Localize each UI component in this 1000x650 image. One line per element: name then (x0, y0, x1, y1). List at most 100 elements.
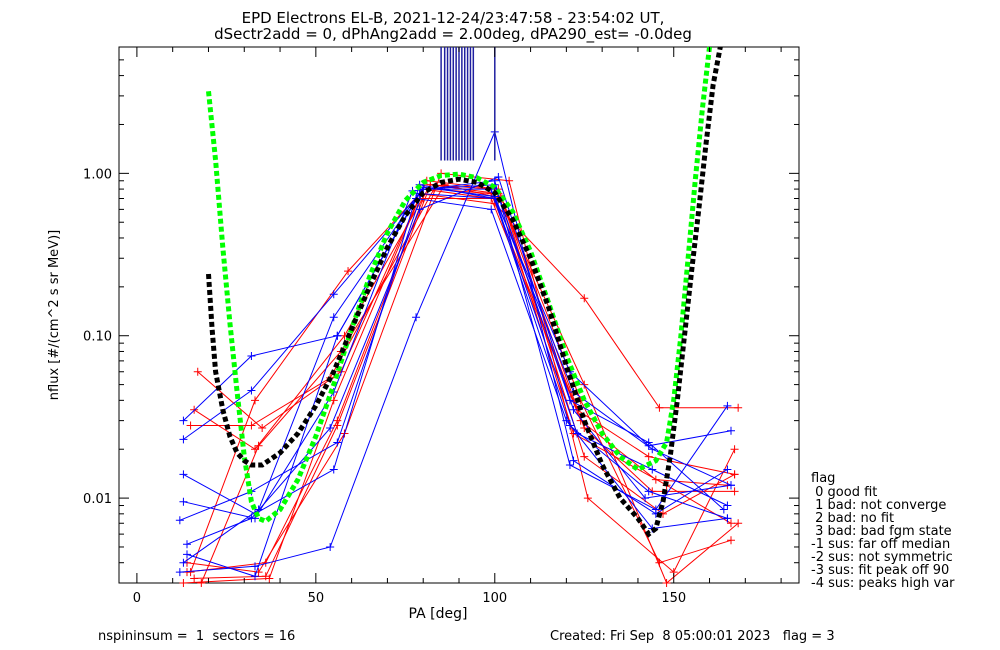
legend-entry-2: 2 bad: no fit (811, 511, 894, 526)
data-point (179, 470, 188, 479)
data-point (662, 579, 671, 587)
x-tick-label: 50 (308, 591, 325, 606)
data-point (247, 352, 256, 361)
data-point (251, 396, 259, 405)
footer-left: nspininsum = 1 sectors = 16 (98, 629, 295, 644)
data-point (254, 441, 263, 450)
data-point (247, 421, 256, 430)
y-tick-label: 0.10 (83, 330, 112, 345)
legend-entry-1: 1 bad: not converge (811, 498, 946, 513)
series-line (190, 188, 735, 475)
x-tick-label: 0 (133, 591, 141, 606)
data-point (641, 494, 650, 503)
data-point (175, 516, 184, 525)
legend-entry-3: 3 bad: bad fgm state (811, 524, 952, 539)
data-point (727, 536, 735, 545)
series-line (183, 180, 728, 519)
data-point (723, 465, 732, 474)
data-point (569, 456, 578, 465)
series-line (186, 176, 732, 545)
series-line (186, 172, 736, 573)
data-point (251, 572, 259, 581)
data-point (644, 487, 653, 496)
data-point (179, 579, 188, 587)
data-point (179, 435, 188, 444)
legend-entry-0: 0 good fit (811, 485, 877, 500)
data-point (565, 421, 574, 430)
data-point (655, 403, 664, 412)
data-point (329, 465, 338, 474)
data-point (329, 396, 338, 405)
data-point (734, 519, 743, 528)
data-point (580, 452, 589, 461)
series-0 (190, 180, 743, 587)
data-point (333, 438, 342, 447)
data-point (179, 558, 188, 567)
data-point (565, 460, 574, 469)
legend-entry-7: -4 sus: peaks high var (811, 576, 955, 591)
data-series (175, 127, 743, 587)
data-point (329, 290, 338, 299)
data-point (583, 494, 592, 503)
data-point (580, 294, 589, 303)
series-5 (186, 189, 743, 577)
series-9 (179, 176, 732, 523)
series-line (186, 197, 728, 577)
data-point (179, 416, 188, 425)
data-point (494, 172, 503, 181)
y-axis-label: nflux [#/(cm^2 s sr MeV)] (47, 230, 62, 400)
x-tick-label: 150 (661, 591, 686, 606)
data-point (415, 205, 424, 214)
data-point (265, 574, 274, 583)
data-point (727, 426, 735, 435)
data-point (175, 568, 184, 577)
series-14 (183, 172, 735, 549)
legend-entry-6: -3 sus: fit peak off 90 (811, 563, 949, 578)
series-10 (179, 189, 735, 450)
series-7 (179, 185, 732, 587)
data-point (183, 540, 191, 549)
series-2 (186, 185, 739, 479)
data-point (329, 313, 338, 322)
data-point (569, 405, 578, 414)
data-point (193, 367, 202, 376)
data-point (190, 574, 199, 583)
data-point (648, 445, 657, 454)
series-line (179, 188, 728, 521)
series-line (186, 198, 732, 573)
fit-curve-0 (206, 46, 712, 525)
series-line (183, 184, 725, 510)
series-6 (190, 180, 735, 583)
data-point (333, 331, 342, 340)
data-point (333, 421, 342, 430)
peak-markers (440, 47, 496, 161)
data-point (562, 416, 571, 425)
data-point (723, 501, 732, 510)
x-tick-label: 100 (482, 591, 507, 606)
data-point (251, 562, 259, 571)
data-point (730, 487, 739, 496)
legend: flag 0 good fit 1 bad: not converge 2 ba… (811, 471, 955, 591)
data-point (648, 465, 657, 474)
data-point (326, 424, 335, 433)
series-line (200, 184, 735, 584)
series-line (183, 186, 732, 564)
data-point (723, 514, 732, 523)
axes: 0 50 100 150 0.01 0.10 1.00 (83, 46, 799, 606)
series-13 (183, 194, 732, 581)
series-line (179, 130, 728, 573)
y-tick-label: 0.01 (83, 492, 112, 507)
data-point (412, 313, 421, 322)
y-tick-label: 1.00 (83, 167, 112, 182)
data-point (186, 421, 195, 430)
data-point (247, 386, 256, 395)
series-16 (175, 185, 732, 525)
data-point (734, 403, 743, 412)
chart-title: EPD Electrons EL-B, 2021-12-24/23:47:58 … (242, 9, 665, 27)
data-point (723, 401, 732, 410)
data-point (644, 438, 653, 447)
data-point (344, 267, 353, 276)
data-point (186, 568, 195, 577)
data-point (651, 475, 660, 484)
legend-entry-5: -2 sus: not symmetric (811, 550, 953, 565)
